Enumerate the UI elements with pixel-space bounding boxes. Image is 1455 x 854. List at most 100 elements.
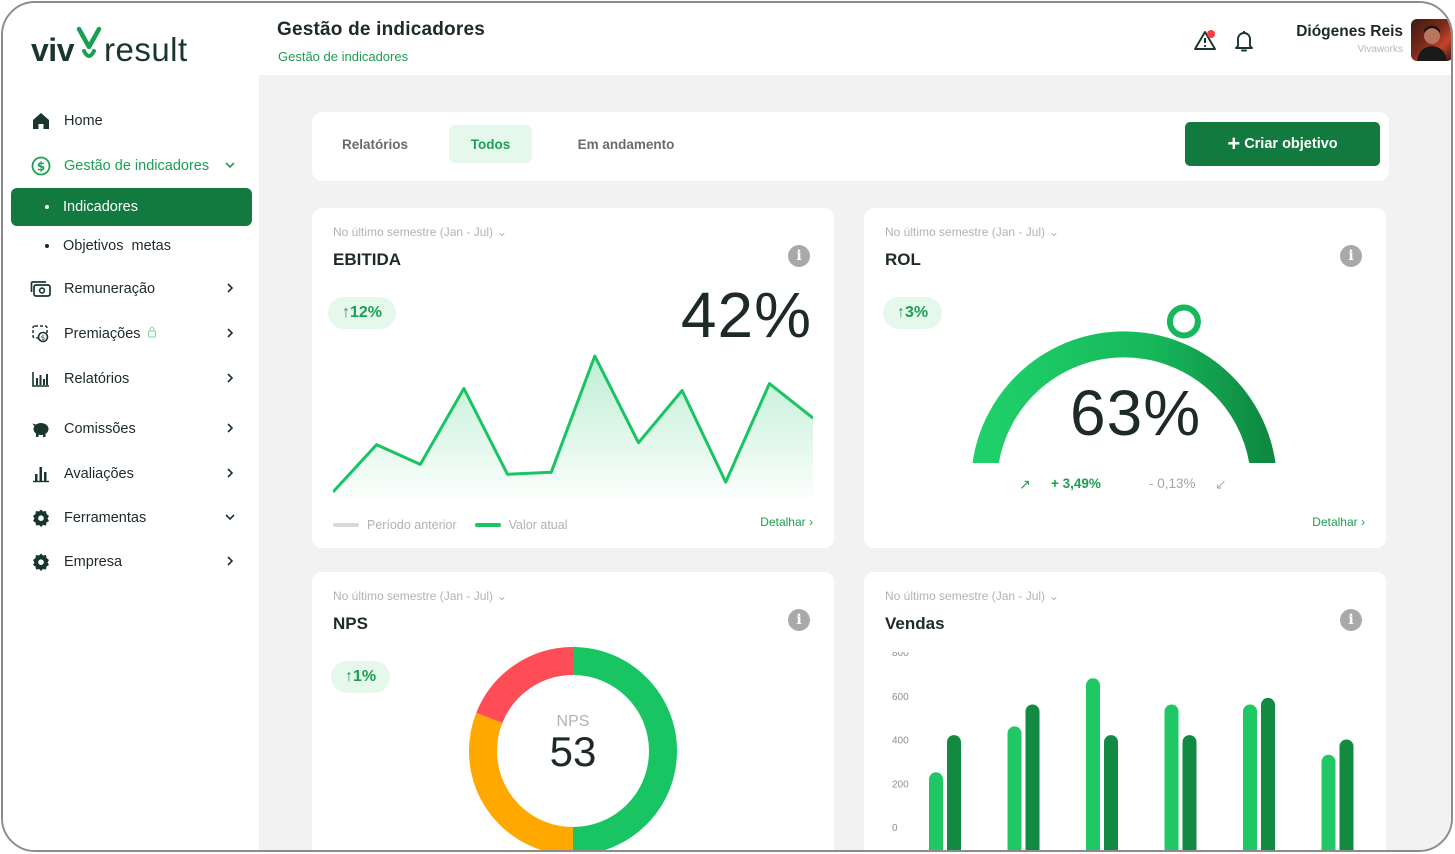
user-organization: Vivaworks: [1357, 44, 1403, 55]
donut-slice-2: [476, 647, 574, 724]
series-line-valor-atual: [333, 354, 813, 494]
sidebar-item-label: Comissões: [64, 421, 136, 437]
chevron-down-icon: ⌄: [497, 225, 508, 239]
period-selector[interactable]: No último semestre (Jan - Jul) ⌄: [333, 589, 507, 603]
plus-icon: +: [1227, 131, 1241, 156]
sidebar-item-ferramentas[interactable]: Ferramentas: [11, 499, 252, 537]
bar: [1261, 697, 1275, 850]
legend-swatch-previous: [333, 523, 359, 527]
bar: [1339, 739, 1354, 850]
logo-drop-icon: [76, 21, 102, 61]
stats-icon: [30, 463, 52, 485]
period-label: No último semestre (Jan - Jul): [333, 225, 494, 239]
legend-label-current: Valor atual: [508, 518, 568, 532]
change-badge: ↑ 3%: [883, 297, 943, 329]
kpi-value: 42%: [680, 279, 812, 351]
info-icon[interactable]: i: [1340, 609, 1362, 631]
sidebar-item-label: Remuneração: [64, 281, 156, 297]
sidebar-item-label: Home: [64, 113, 103, 129]
gauge-knob[interactable]: [1166, 304, 1201, 339]
chart-legend: Período anterior Valor atual: [333, 518, 567, 532]
period-label: No último semestre (Jan - Jul): [885, 589, 1046, 603]
detail-link[interactable]: Detalhar ›: [1312, 515, 1365, 529]
page-title: Gestão de indicadores: [277, 19, 485, 40]
dollar-circle-icon: $: [30, 155, 52, 177]
avatar[interactable]: [1411, 19, 1451, 61]
money-icon: [30, 278, 52, 300]
period-selector[interactable]: No último semestre (Jan - Jul) ⌄: [333, 225, 507, 239]
sidebar-item-comissoes[interactable]: Comissões: [11, 410, 252, 448]
sidebar-item-indicadores[interactable]: Indicadores: [11, 188, 252, 226]
sidebar-item-label: Indicadores: [63, 199, 138, 215]
sidebar-item-gestao[interactable]: $ Gestão de indicadores: [11, 147, 252, 185]
card-title: EBITIDA: [333, 250, 401, 269]
bell-icon[interactable]: [1232, 28, 1256, 59]
logo[interactable]: viv result: [31, 21, 188, 69]
tab-relatorios[interactable]: Relatórios: [341, 136, 409, 152]
info-icon[interactable]: i: [1340, 245, 1362, 267]
badge-value: 1%: [353, 668, 377, 685]
area-fill: [333, 356, 813, 498]
legend-swatch-current: [474, 523, 501, 527]
sidebar-item-label: Relatórios: [64, 371, 130, 387]
chevron-right-icon: [222, 420, 238, 436]
sidebar-item-label: Gestão de indicadores: [64, 158, 210, 174]
period-selector[interactable]: No último semestre (Jan - Jul) ⌄: [885, 589, 1059, 603]
kpi-value: 53: [549, 728, 597, 775]
arrow-up-icon: ↑: [897, 304, 905, 321]
sidebar-item-objetivos-metas[interactable]: Objetivos metas: [11, 227, 252, 265]
chevron-right-icon: [222, 280, 238, 296]
gauge-chart: [972, 304, 1276, 463]
logo-text-left: viv: [31, 32, 74, 68]
y-tick-label: 600: [892, 692, 909, 703]
sidebar-item-avaliacoes[interactable]: Avaliações: [11, 455, 252, 493]
badge-value: 3%: [905, 304, 929, 321]
bar: [1104, 735, 1118, 850]
donut-center-label: NPS: [556, 713, 590, 730]
tab-em-andamento[interactable]: Em andamento: [577, 136, 675, 152]
info-icon[interactable]: i: [788, 609, 810, 631]
award-icon: $: [30, 323, 52, 345]
sidebar-item-relatorios[interactable]: Relatórios: [11, 360, 252, 398]
bar: [929, 772, 943, 850]
y-tick-label: 400: [892, 736, 909, 747]
tab-todos[interactable]: Todos: [449, 125, 532, 163]
svg-text:$: $: [41, 334, 45, 342]
bar: [1025, 704, 1040, 850]
badge-value: 12%: [350, 304, 383, 321]
logo-text-right: result: [103, 31, 188, 68]
detail-link[interactable]: Detalhar ›: [760, 515, 813, 529]
chevron-right-icon: [222, 370, 238, 386]
create-objective-button[interactable]: + Criar objetivo: [1185, 122, 1380, 166]
info-icon[interactable]: i: [788, 245, 810, 267]
sidebar-item-label: Premiações: [64, 326, 141, 342]
donut-slice-0: [572, 647, 677, 850]
bullet: [45, 244, 49, 248]
down-change-value: - 0,13%: [1149, 476, 1196, 491]
sidebar-item-remuneracao[interactable]: Remuneração: [11, 270, 252, 308]
gauge-arc: [972, 331, 1276, 463]
y-tick-label: 800: [892, 652, 909, 659]
chevron-down-icon: [222, 157, 238, 173]
bar: [947, 735, 961, 850]
warning-icon[interactable]: [1193, 29, 1217, 58]
sidebar-item-label: Avaliações: [64, 466, 134, 482]
change-badge: ↑ 12%: [328, 297, 397, 329]
breadcrumb[interactable]: Gestão de indicadores: [278, 49, 409, 64]
kpi-value: 63%: [1070, 377, 1202, 449]
top-header: Gestão de indicadores Gestão de indicado…: [259, 3, 1451, 75]
sidebar-item-empresa[interactable]: Empresa: [11, 543, 252, 581]
bar: [1086, 678, 1100, 850]
sidebar-item-home[interactable]: Home: [11, 102, 252, 140]
gear-icon: [30, 551, 52, 573]
card-ebitida: No último semestre (Jan - Jul) ⌄ EBITIDA …: [312, 208, 834, 548]
card-title: NPS: [333, 614, 368, 633]
sidebar-item-premiacoes[interactable]: $ Premiações: [11, 315, 252, 353]
sidebar: viv result Home $ Gestão de indica: [3, 3, 259, 850]
period-selector[interactable]: No último semestre (Jan - Jul) ⌄: [885, 225, 1059, 239]
chevron-right-icon: [222, 325, 238, 341]
create-objective-label: Criar objetivo: [1244, 136, 1338, 152]
user-name[interactable]: Diógenes Reis: [1296, 23, 1403, 40]
period-label: No último semestre (Jan - Jul): [885, 225, 1046, 239]
sidebar-item-label: Empresa: [64, 554, 123, 570]
